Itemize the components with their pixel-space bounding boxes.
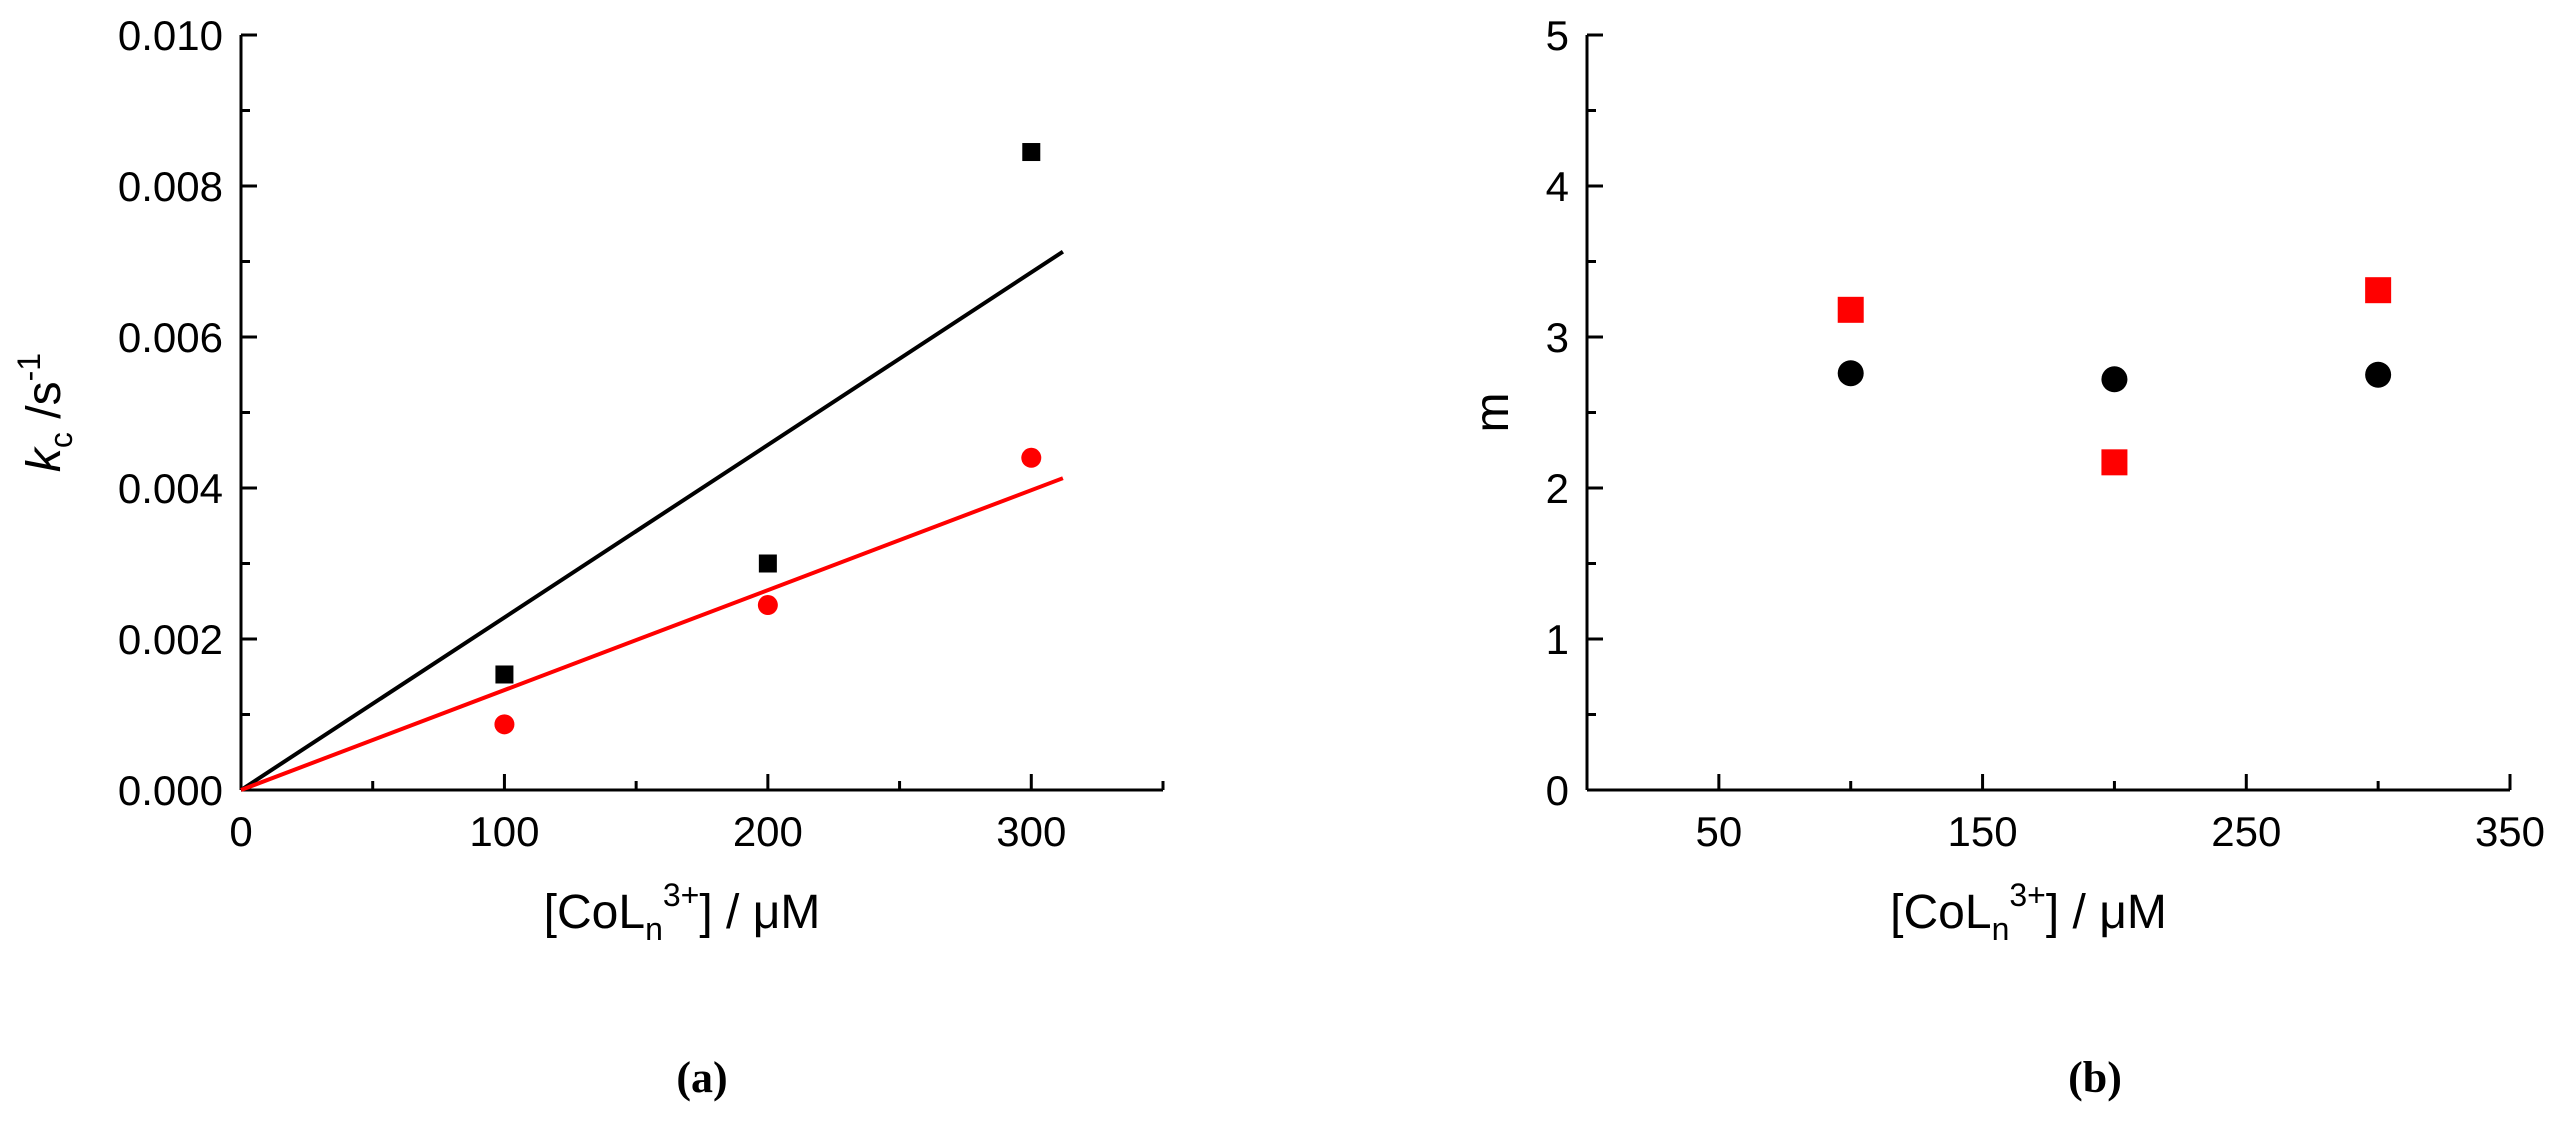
y-tick-label: 4 — [1546, 163, 1569, 210]
y-tick-label: 0 — [1546, 767, 1569, 814]
x-title-main: [CoL — [544, 886, 645, 939]
y-tick-label: 0.004 — [118, 465, 223, 512]
x-title-sub: n — [645, 911, 663, 947]
panel-label: (a) — [676, 1053, 727, 1102]
y-title-sub: c — [43, 432, 79, 448]
x-title-rest: ] / μM — [699, 886, 820, 939]
data-point — [757, 595, 778, 616]
data-point — [1022, 143, 1041, 162]
data-point — [2101, 366, 2128, 393]
y-title-main: m — [1466, 393, 1519, 433]
data-point — [495, 665, 514, 684]
data-point — [2365, 361, 2392, 388]
y-tick-label: 0.008 — [118, 163, 223, 210]
data-point — [1837, 296, 1864, 323]
y-axis-title: m — [1466, 393, 1519, 433]
x-title-sup: 3+ — [2009, 877, 2045, 913]
x-tick-label: 250 — [2211, 808, 2281, 855]
data-point — [2365, 277, 2392, 304]
chart-panel-b: 0 1 2 3 4 5 50 150 250 350 [CoLn3+] / μM m (b) — [1466, 12, 2545, 1102]
x-title-main: [CoL — [1890, 886, 1991, 939]
y-axis-title: kc /s-1 — [11, 353, 79, 472]
x-title-sub: n — [1992, 911, 2010, 947]
y-tick-label: 3 — [1546, 314, 1569, 361]
chart-panel-a: 0.000 0.002 0.004 0.006 0.008 0.010 0 100 200 300… — [11, 12, 1165, 1102]
y-title-sup: -1 — [11, 353, 47, 381]
data-point — [1021, 447, 1042, 468]
y-tick-label: 0.006 — [118, 314, 223, 361]
fit-line — [240, 476, 1064, 792]
y-tick-label: 0.010 — [118, 12, 223, 59]
y-title-main: k — [18, 445, 71, 472]
fit-line — [239, 250, 1064, 792]
data-point — [758, 554, 777, 573]
y-tick-label: 2 — [1546, 465, 1569, 512]
x-tick-label: 0 — [229, 808, 252, 855]
x-title-rest: ] / μM — [2046, 886, 2167, 939]
y-tick-label: 0.000 — [118, 767, 223, 814]
y-title-mid: /s — [18, 381, 71, 432]
y-tick-label: 5 — [1546, 12, 1569, 59]
data-point — [494, 714, 515, 735]
x-title-sup: 3+ — [663, 877, 699, 913]
x-tick-label: 350 — [2475, 808, 2545, 855]
panel-label: (b) — [2068, 1053, 2122, 1102]
data-point — [1837, 360, 1864, 387]
x-tick-label: 200 — [733, 808, 803, 855]
y-tick-label: 1 — [1546, 616, 1569, 663]
x-tick-label: 100 — [469, 808, 539, 855]
x-axis-title: [CoLn3+] / μM — [544, 877, 821, 947]
data-point — [2101, 449, 2128, 476]
y-tick-label: 0.002 — [118, 616, 223, 663]
x-axis-title: [CoLn3+] / μM — [1890, 877, 2167, 947]
x-tick-label: 300 — [996, 808, 1066, 855]
x-tick-label: 50 — [1695, 808, 1742, 855]
x-tick-label: 150 — [1948, 808, 2018, 855]
